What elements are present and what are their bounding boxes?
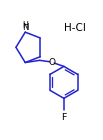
Text: H: H [22, 21, 28, 30]
Text: O: O [49, 58, 56, 67]
Text: N: N [22, 23, 28, 32]
Text: F: F [61, 113, 67, 122]
Text: H-Cl: H-Cl [64, 23, 86, 33]
